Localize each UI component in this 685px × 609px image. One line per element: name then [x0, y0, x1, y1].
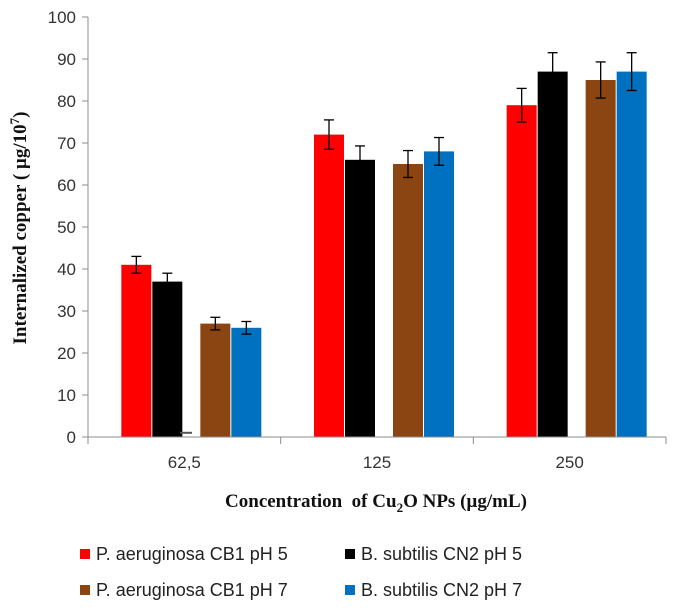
- bar: [121, 264, 152, 437]
- y-axis-ticks: 0 10 20 30 40 50 60 70 80 90 100: [48, 8, 88, 447]
- bar: [506, 105, 537, 437]
- bar: [424, 151, 454, 437]
- bar: [616, 71, 647, 437]
- legend-item-b-subtilis-ph5: B. subtilis CN2 pH 5: [345, 544, 522, 565]
- y-tick-label: 100: [48, 8, 76, 27]
- bar: [345, 159, 375, 438]
- bar: [314, 134, 344, 437]
- y-tick-label: 10: [57, 386, 76, 405]
- legend-label: P. aeruginosa CB1 pH 7: [96, 579, 288, 600]
- y-tick-label: 30: [57, 302, 76, 321]
- legend-item-b-subtilis-ph7: B. subtilis CN2 pH 7: [345, 580, 522, 601]
- axes: [87, 17, 666, 438]
- legend-row: P. aeruginosa CB1 pH 5 B. subtilis CN2 p…: [80, 536, 680, 572]
- legend-row: P. aeruginosa CB1 pH 7 B. subtilis CN2 p…: [80, 572, 680, 608]
- bars: [121, 52, 647, 438]
- legend-item-p-aeruginosa-ph7: P. aeruginosa CB1 pH 7: [80, 580, 345, 601]
- y-tick-label: 50: [57, 218, 76, 237]
- legend-label: B. subtilis CN2 pH 7: [361, 579, 523, 600]
- x-tick-label: 62,5: [168, 453, 201, 472]
- x-axis-ticks: 62,5 125 250: [87, 437, 667, 472]
- legend-label: P. aeruginosa CB1 pH 5: [96, 543, 288, 564]
- y-axis-label: Internalized copper ( µg/107): [7, 112, 31, 345]
- legend-swatch: [345, 549, 355, 559]
- bar: [231, 327, 262, 437]
- y-tick-label: 80: [57, 92, 76, 111]
- legend-swatch: [80, 585, 90, 595]
- legend-swatch: [345, 585, 355, 595]
- bar: [537, 71, 568, 437]
- y-tick-label: 70: [57, 134, 76, 153]
- x-axis-label: Concentration of Cu2O NPs (µg/mL): [225, 491, 527, 515]
- bar: [152, 281, 183, 437]
- y-tick-label: 90: [57, 50, 76, 69]
- bar: [585, 80, 616, 437]
- y-tick-label: 40: [57, 260, 76, 279]
- y-tick-label: 0: [67, 428, 76, 447]
- bar: [393, 164, 423, 437]
- y-tick-label: 60: [57, 176, 76, 195]
- x-tick-label: 250: [555, 453, 583, 472]
- legend-swatch: [80, 549, 90, 559]
- legend: P. aeruginosa CB1 pH 5 B. subtilis CN2 p…: [80, 536, 680, 608]
- legend-label: B. subtilis CN2 pH 5: [361, 543, 523, 564]
- x-tick-label: 125: [363, 453, 391, 472]
- y-tick-label: 20: [57, 344, 76, 363]
- bar: [200, 323, 231, 437]
- legend-item-p-aeruginosa-ph5: P. aeruginosa CB1 pH 5: [80, 544, 345, 565]
